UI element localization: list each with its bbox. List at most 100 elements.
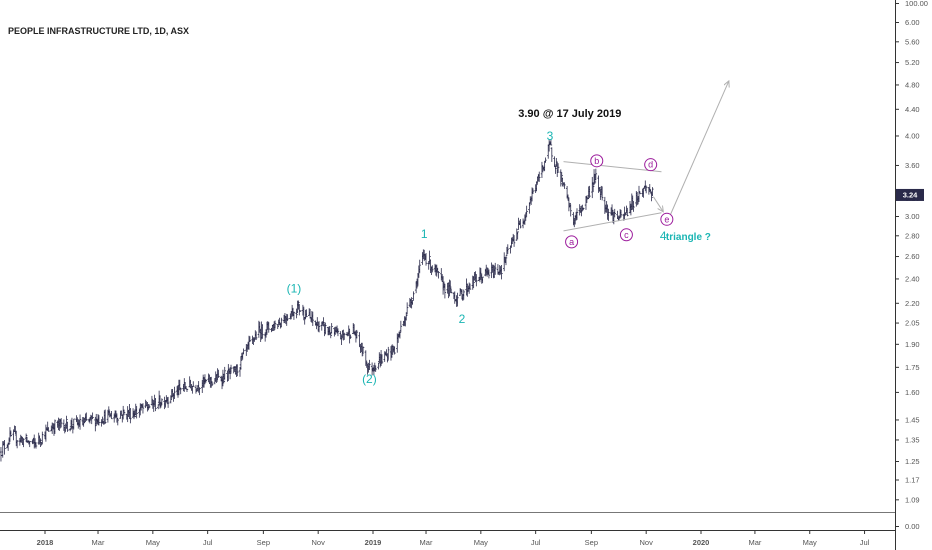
- ohlc-bar: [261, 324, 264, 339]
- ohlc-bar: [47, 428, 50, 432]
- time-tick-label: May: [474, 538, 488, 547]
- triangle-point-label: c: [624, 230, 629, 240]
- ohlc-bar: [567, 197, 571, 212]
- ohlc-bar: [324, 322, 327, 335]
- ohlc-bar: [650, 191, 653, 202]
- ohlc-bar: [303, 317, 306, 325]
- ohlc-bar: [89, 414, 93, 421]
- ohlc-bar: [104, 409, 107, 424]
- ohlc-bar: [330, 323, 333, 334]
- triangle-point-label: d: [648, 160, 653, 170]
- triangle-point-circle: [619, 228, 633, 242]
- ohlc-bar: [538, 171, 541, 182]
- ohlc-bar: [626, 207, 629, 217]
- ohlc-bar: [449, 288, 453, 294]
- ohlc-bar: [198, 387, 201, 396]
- ohlc-bar: [580, 205, 583, 217]
- ohlc-bar: [441, 276, 445, 295]
- ohlc-bar: [607, 208, 610, 221]
- ohlc-bar: [591, 182, 595, 193]
- ohlc-bar: [305, 309, 308, 318]
- ohlc-bar: [418, 259, 421, 274]
- last-price-value: 3.24: [903, 191, 918, 200]
- ohlc-bar: [166, 396, 170, 408]
- ohlc-bar: [97, 415, 101, 426]
- ohlc-bar: [107, 406, 111, 416]
- peak-annotation: 3.90 @ 17 July 2019: [518, 108, 621, 120]
- ohlc-bar: [554, 165, 557, 174]
- time-axis[interactable]: 2018 Mar May Jul Sep Nov 2019 Mar May Jul Sep Nov 20…: [37, 530, 870, 547]
- ohlc-bar: [637, 185, 641, 202]
- projection-arrow: [652, 196, 663, 212]
- ohlc-bar: [449, 280, 452, 293]
- ohlc-bar: [411, 300, 414, 305]
- time-tick-label: Nov: [640, 538, 654, 547]
- ohlc-bar: [144, 399, 147, 409]
- ohlc-bar: [204, 379, 208, 383]
- ohlc-bar: [361, 343, 364, 357]
- ohlc-bar: [148, 404, 151, 409]
- triangle-boundary-line: [563, 212, 662, 232]
- ohlc-bar: [387, 346, 390, 360]
- price-tick-label: 2.05: [905, 319, 920, 328]
- time-tick-label: 2020: [693, 538, 710, 547]
- ohlc-bar: [170, 389, 173, 399]
- ohlc-bar: [528, 202, 531, 214]
- price-tick-label: 6.00: [905, 18, 920, 27]
- ohlc-bar: [443, 284, 447, 299]
- ohlc-bar: [550, 147, 554, 162]
- ohlc-bar: [78, 414, 82, 430]
- price-tick-label: 3.00: [905, 212, 920, 221]
- ohlc-bar: [9, 430, 13, 437]
- ohlc-bar: [116, 418, 119, 426]
- ohlc-bar: [201, 374, 205, 388]
- price-tick-label: 2.60: [905, 252, 920, 261]
- ohlc-bar: [386, 353, 389, 363]
- ohlc-bar: [185, 388, 189, 392]
- ohlc-bar: [437, 271, 440, 279]
- triangle-annotation: triangle ?: [666, 232, 711, 243]
- triangle-point-circle: [660, 212, 674, 226]
- ohlc-bar: [85, 412, 88, 421]
- price-tick-label: 4.40: [905, 105, 920, 114]
- ohlc-bar: [62, 419, 66, 431]
- ohlc-bar: [599, 188, 602, 200]
- time-tick-label: May: [146, 538, 160, 547]
- ohlc-bar: [135, 406, 138, 419]
- ohlc-bar: [481, 276, 484, 284]
- ohlc-bar: [563, 182, 566, 189]
- wave-label: (2): [362, 372, 377, 386]
- price-tick-label: 3.60: [905, 161, 920, 170]
- ohlc-bar: [311, 311, 314, 327]
- ohlc-bar: [598, 187, 601, 192]
- ohlc-bar: [317, 321, 321, 333]
- ohlc-bar: [34, 442, 38, 449]
- ohlc-bar: [299, 310, 302, 312]
- triangle-point-marker: b: [590, 154, 604, 168]
- ohlc-bar: [500, 265, 503, 280]
- triangle-point-circle: [565, 235, 579, 249]
- price-tick-label: 2.40: [905, 275, 920, 284]
- ohlc-bar: [15, 439, 19, 449]
- triangle-point-marker: c: [619, 228, 633, 242]
- wave-label: 3: [547, 129, 554, 143]
- time-tick-label: Nov: [312, 538, 326, 547]
- ohlc-bar: [368, 359, 371, 370]
- time-tick-label: May: [803, 538, 817, 547]
- ohlc-bar: [556, 163, 560, 173]
- ohlc-bar: [468, 283, 472, 290]
- ohlc-bar: [254, 331, 258, 341]
- time-tick-label: Mar: [748, 538, 761, 547]
- ohlc-bar: [361, 346, 365, 355]
- time-tick-label: Sep: [585, 538, 598, 547]
- ohlc-bar: [506, 244, 509, 254]
- wave-label: 4: [660, 229, 667, 243]
- ohlc-bar: [466, 283, 469, 297]
- price-tick-label: 2.20: [905, 299, 920, 308]
- ohlc-bar: [617, 215, 620, 221]
- ohlc-bar: [322, 317, 325, 327]
- ohlc-bar: [588, 185, 591, 198]
- price-tick-label: 1.25: [905, 457, 920, 466]
